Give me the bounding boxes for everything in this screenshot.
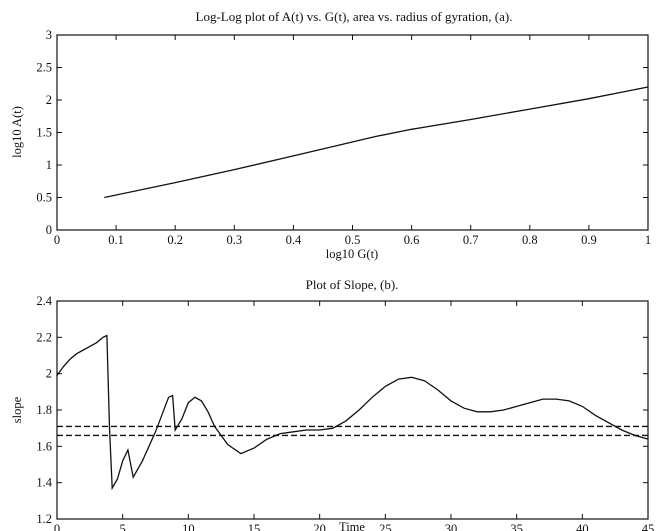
x-tick-label: 0.9 bbox=[581, 233, 597, 247]
x-tick-label: 0.3 bbox=[226, 233, 242, 247]
ticks-b: 0 5 10 15 20 25 30 35 40 45 1.2 1.4 1.6 1.8 2 2.2 2.4 bbox=[36, 294, 654, 531]
x-tick-label: 0.2 bbox=[167, 233, 183, 247]
loglog-plot-panel: Log-Log plot of A(t) vs. G(t), area vs. … bbox=[10, 9, 651, 261]
x-tick-label: 0.1 bbox=[108, 233, 124, 247]
y-tick-label: 1.6 bbox=[36, 439, 52, 453]
y-tick-label: 2.5 bbox=[36, 61, 52, 75]
y-tick-label: 1.5 bbox=[36, 126, 52, 140]
y-tick-label: 2.2 bbox=[36, 330, 52, 344]
x-axis-label-b: Time bbox=[339, 520, 365, 531]
x-tick-label: 0.8 bbox=[522, 233, 538, 247]
slope-plot-panel: Plot of Slope, (b). 0 5 10 15 20 25 30 35 40 45 1.… bbox=[10, 277, 654, 531]
slope-curve bbox=[56, 334, 649, 491]
y-axis-label-b: slope bbox=[10, 396, 24, 423]
x-tick-label: 15 bbox=[248, 522, 261, 531]
y-tick-label: 0.5 bbox=[36, 191, 52, 205]
y-tick-label: 2.4 bbox=[36, 294, 52, 308]
x-tick-label: 35 bbox=[510, 522, 523, 531]
axes-frame-a bbox=[56, 34, 649, 231]
axes-frame-b bbox=[56, 300, 649, 520]
area-vs-gyration-curve bbox=[104, 86, 649, 199]
x-tick-label: 0.4 bbox=[286, 233, 302, 247]
y-tick-label: 2 bbox=[46, 93, 52, 107]
y-tick-label: 1.2 bbox=[36, 512, 52, 526]
y-tick-label: 1.4 bbox=[36, 476, 52, 490]
y-tick-label: 1 bbox=[46, 158, 52, 172]
x-tick-label: 30 bbox=[445, 522, 458, 531]
y-tick-label: 2 bbox=[46, 367, 52, 381]
x-tick-label: 0.6 bbox=[404, 233, 420, 247]
x-tick-label: 20 bbox=[313, 522, 326, 531]
x-tick-label: 40 bbox=[576, 522, 589, 531]
x-tick-label: 10 bbox=[182, 522, 195, 531]
x-axis-label-a: log10 G(t) bbox=[326, 247, 378, 261]
y-tick-label: 1.8 bbox=[36, 403, 52, 417]
chart-title-a: Log-Log plot of A(t) vs. G(t), area vs. … bbox=[196, 9, 513, 24]
x-tick-label: 0 bbox=[54, 522, 60, 531]
x-tick-label: 45 bbox=[642, 522, 655, 531]
y-axis-label-a: log10 A(t) bbox=[10, 106, 24, 158]
x-tick-label: 0 bbox=[54, 233, 60, 247]
x-tick-label: 25 bbox=[379, 522, 392, 531]
y-tick-label: 3 bbox=[46, 28, 52, 42]
x-tick-label: 5 bbox=[120, 522, 126, 531]
x-tick-label: 0.7 bbox=[463, 233, 479, 247]
ticks-a: 0 0.1 0.2 0.3 0.4 0.5 0.6 0.7 0.8 0.9 1 0 0.5 1 1.5 2 2.… bbox=[36, 28, 651, 247]
y-tick-label: 0 bbox=[46, 223, 52, 237]
chart-title-b: Plot of Slope, (b). bbox=[306, 277, 399, 292]
x-tick-label: 1 bbox=[645, 233, 651, 247]
x-tick-label: 0.5 bbox=[345, 233, 361, 247]
